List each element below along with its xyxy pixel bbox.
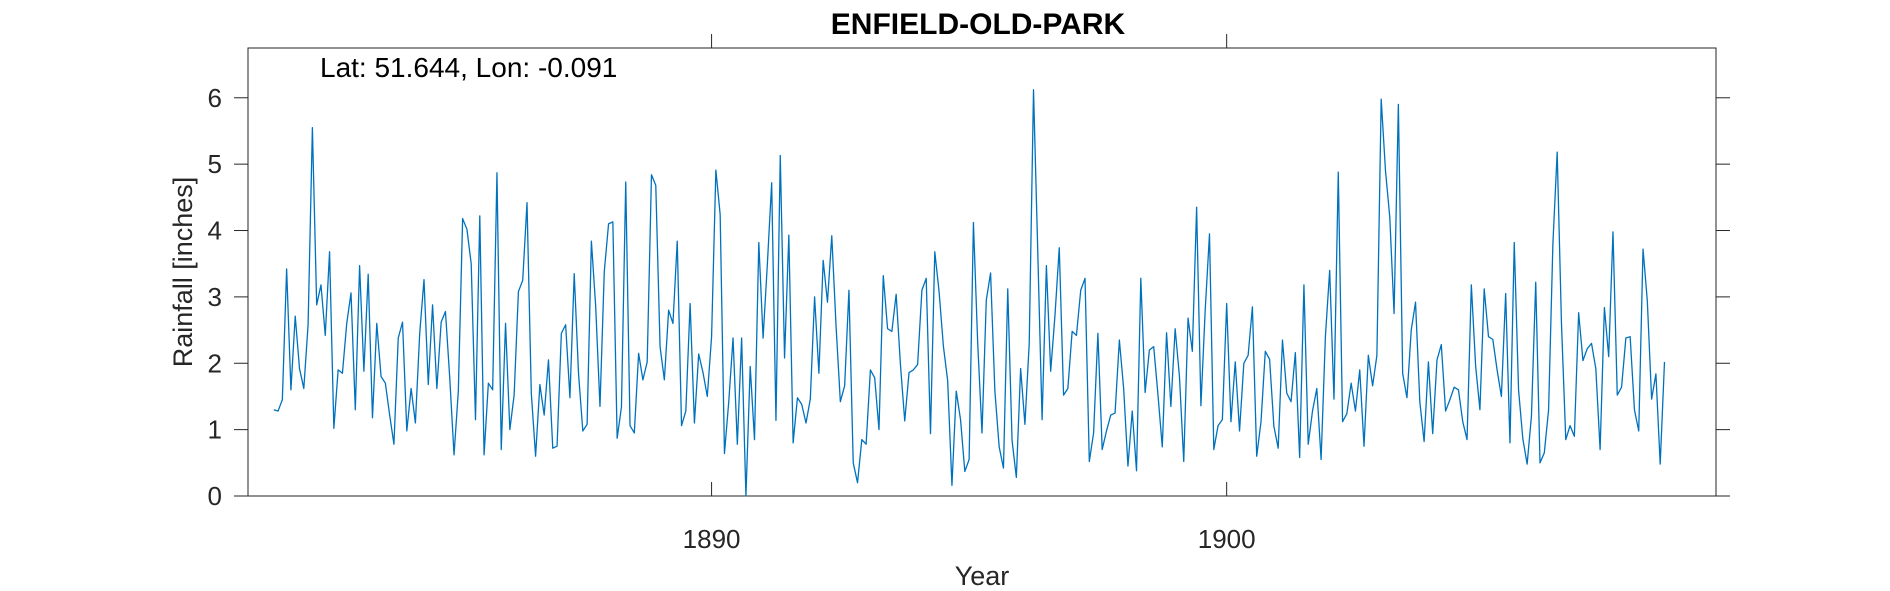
y-tick-label: 1 — [208, 415, 222, 445]
x-tick-label: 1900 — [1198, 524, 1256, 554]
y-axis-label: Rainfall [inches] — [168, 177, 198, 368]
series-line — [273, 89, 1666, 497]
x-axis-ticks: 1890 1900 — [683, 34, 1256, 554]
series-group — [273, 89, 1666, 497]
y-tick-label: 5 — [208, 149, 222, 179]
x-axis-label: Year — [955, 561, 1010, 591]
x-tick-label: 1890 — [683, 524, 741, 554]
station-location-annotation: Lat: 51.644, Lon: -0.091 — [320, 52, 617, 83]
y-tick-label: 2 — [208, 348, 222, 378]
y-tick-label: 4 — [208, 216, 222, 246]
chart-title: ENFIELD-OLD-PARK — [831, 8, 1126, 41]
y-axis-ticks: 0 1 2 3 4 5 6 — [208, 83, 1730, 511]
y-tick-label: 3 — [208, 282, 222, 312]
y-tick-label: 0 — [208, 481, 222, 511]
y-tick-label: 6 — [208, 83, 222, 113]
